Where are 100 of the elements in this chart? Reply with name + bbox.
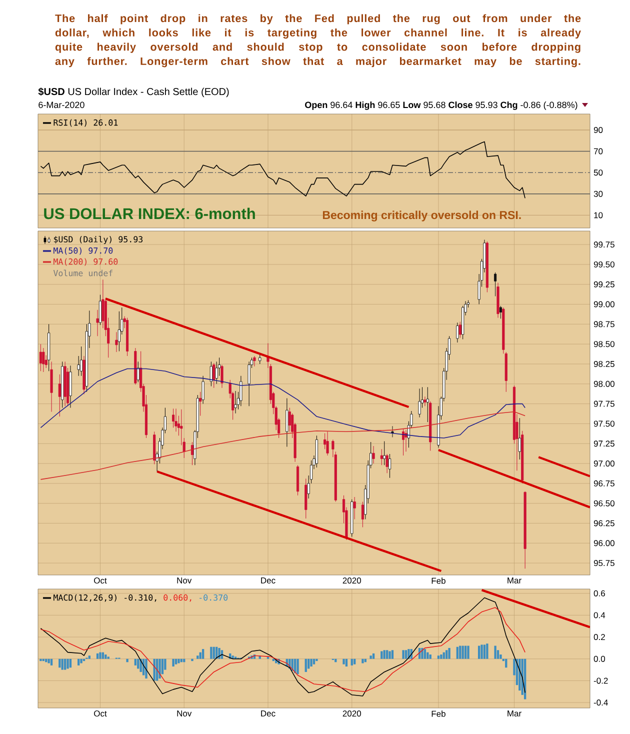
candlestick — [418, 388, 421, 418]
bar — [212, 646, 215, 659]
candlestick — [326, 431, 329, 456]
candlestick — [77, 356, 80, 376]
candlestick — [172, 408, 175, 428]
y-tick-label: 96.00 — [594, 540, 614, 546]
candlestick — [499, 306, 502, 319]
candlestick — [361, 501, 364, 528]
bar — [391, 650, 394, 659]
candlestick — [199, 392, 202, 416]
candlestick — [118, 311, 120, 352]
line-series — [40, 411, 526, 480]
candlestick — [353, 496, 356, 520]
bar — [380, 651, 383, 659]
bar — [462, 646, 464, 659]
y-tick-label: 10 — [594, 212, 603, 218]
candlestick — [240, 376, 242, 406]
bar — [88, 656, 90, 659]
candlestick — [42, 348, 45, 372]
x-tick-label: Feb — [432, 578, 446, 584]
bar — [196, 656, 199, 659]
y-tick-label: 97.00 — [594, 460, 614, 467]
bar — [480, 644, 483, 659]
y-tick-label: 97.50 — [594, 420, 614, 427]
candlestick — [202, 376, 204, 404]
bar — [191, 658, 194, 662]
y-tick-label: 97.75 — [594, 400, 614, 407]
y-tick-label: 99.50 — [594, 261, 614, 268]
candlestick — [388, 454, 392, 478]
text: -0.370 — [200, 594, 228, 601]
y-tick-label: 0.0 — [594, 656, 606, 662]
bar — [161, 658, 164, 674]
bar — [316, 658, 318, 662]
y-tick-label: 98.00 — [594, 380, 614, 387]
x-tick-label: Oct — [94, 578, 107, 584]
candlestick — [234, 390, 237, 414]
bar — [96, 653, 99, 659]
x-tick-label: Dec — [261, 710, 276, 716]
x-tick-label: Mar — [508, 710, 522, 716]
bar — [386, 650, 388, 659]
bar — [446, 650, 448, 659]
bar — [178, 658, 180, 664]
y-tick-label: 30 — [594, 190, 603, 197]
candlestick — [380, 448, 383, 466]
candlestick — [80, 346, 83, 376]
candlestick — [69, 365, 72, 408]
y-tick-label: -0.2 — [594, 678, 608, 684]
x-tick-label: Mar — [508, 578, 522, 584]
bar — [350, 658, 353, 666]
y-tick-label: 96.75 — [594, 480, 614, 486]
bar — [99, 652, 102, 659]
bar — [134, 658, 136, 666]
annotation: US DOLLAR INDEX: 6-month — [44, 208, 255, 220]
candlestick — [39, 344, 42, 372]
candlestick — [456, 322, 459, 343]
bar — [104, 654, 107, 659]
bar — [354, 658, 356, 664]
bar — [174, 658, 178, 664]
x-tick-label: 2020 — [342, 710, 361, 717]
bar — [342, 658, 345, 664]
text: Open 96.64 High 96.65 Low 95.68 Close 95.93 Chg -0.86 (-0.88%) — [305, 101, 578, 110]
candlestick — [286, 398, 288, 448]
y-tick-label: 70 — [594, 148, 603, 154]
annotation: Volume undef — [53, 270, 112, 276]
candlestick — [220, 364, 224, 388]
bar — [78, 658, 80, 666]
bar — [464, 646, 467, 659]
candlestick — [383, 440, 386, 466]
bar — [312, 658, 316, 664]
legend-label: RSI(14) 26.01 — [54, 119, 118, 127]
bar — [370, 656, 372, 659]
bar — [80, 658, 82, 664]
bar — [372, 653, 375, 659]
y-tick-label: 0.4 — [594, 612, 606, 618]
candlestick — [174, 408, 178, 432]
candlestick — [210, 361, 212, 387]
bar — [362, 658, 364, 664]
bar — [310, 658, 312, 667]
chart-subtitle: $USD US Dollar Index - Cash Settle (EOD) — [38, 88, 229, 98]
bar — [40, 658, 42, 662]
y-tick-label: 90 — [594, 126, 603, 133]
candlestick — [115, 332, 118, 352]
bar — [202, 649, 204, 659]
bar — [388, 651, 391, 659]
bar — [404, 650, 408, 659]
text: 0.060, — [164, 594, 192, 602]
candlestick — [518, 418, 521, 460]
y-tick-label: -0.4 — [594, 700, 608, 706]
bar — [126, 658, 128, 662]
y-tick-label: 0.2 — [594, 634, 605, 640]
candlestick — [215, 361, 218, 384]
legend-label: MACD(12,26,9) -0.310, — [54, 594, 156, 602]
candlestick — [136, 361, 140, 383]
bar — [467, 646, 470, 659]
bar — [426, 652, 429, 659]
bar — [218, 648, 220, 659]
y-tick-label: 95.75 — [594, 560, 614, 566]
bar — [483, 644, 486, 659]
y-tick-label: 50 — [594, 170, 603, 176]
y-tick-label: 98.50 — [594, 341, 614, 348]
